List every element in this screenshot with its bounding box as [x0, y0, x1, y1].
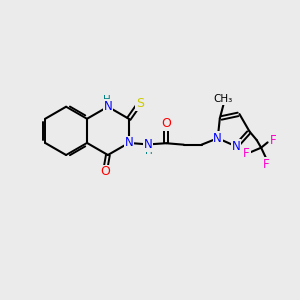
Text: CH₃: CH₃: [214, 94, 233, 103]
Text: N: N: [144, 138, 152, 151]
Text: N: N: [213, 132, 222, 145]
Text: O: O: [100, 165, 110, 178]
Text: N: N: [232, 140, 241, 153]
Text: F: F: [243, 147, 250, 160]
Text: O: O: [161, 117, 171, 130]
Text: N: N: [103, 100, 112, 113]
Text: N: N: [124, 136, 133, 149]
Text: CH₃: CH₃: [214, 94, 232, 104]
Text: H: H: [103, 95, 111, 105]
Text: H: H: [145, 146, 152, 156]
Text: F: F: [263, 158, 270, 171]
Text: F: F: [270, 134, 276, 146]
Text: S: S: [136, 97, 144, 110]
